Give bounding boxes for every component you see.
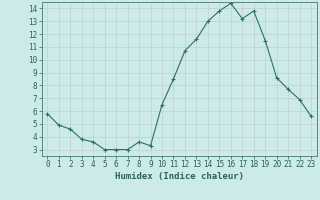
X-axis label: Humidex (Indice chaleur): Humidex (Indice chaleur) (115, 172, 244, 181)
